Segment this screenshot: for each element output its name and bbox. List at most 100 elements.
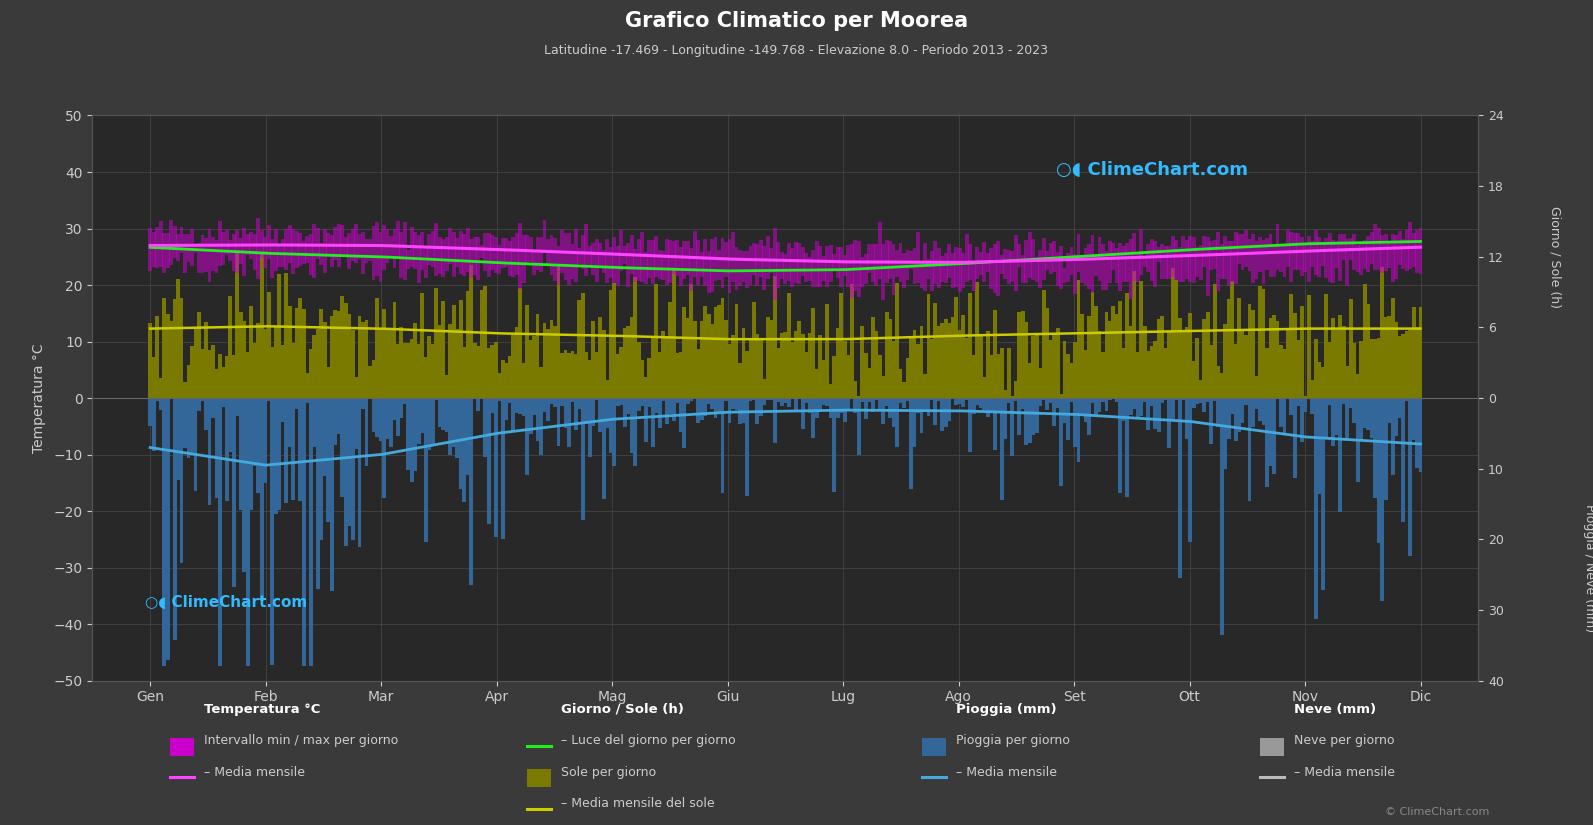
Bar [1230, 280, 1235, 398]
Bar [487, 398, 491, 524]
Bar [1380, 267, 1384, 398]
Bar [682, 242, 687, 279]
Bar [1192, 361, 1196, 398]
Bar [452, 232, 456, 277]
Bar [1373, 339, 1376, 398]
Bar [940, 398, 945, 431]
Bar [288, 306, 292, 398]
Bar [1150, 346, 1153, 398]
Bar [758, 240, 763, 277]
Bar [605, 239, 609, 284]
Text: Giorno / Sole (h): Giorno / Sole (h) [1548, 205, 1561, 308]
Bar [857, 396, 860, 398]
Bar [529, 340, 532, 398]
Bar [1391, 299, 1394, 398]
Bar [710, 398, 714, 409]
Bar [860, 398, 863, 402]
Bar [1080, 398, 1083, 415]
Bar [1094, 398, 1098, 417]
Bar [1063, 398, 1066, 422]
Bar [591, 398, 596, 427]
Bar [714, 398, 717, 418]
Bar [1341, 327, 1346, 398]
Bar [1056, 328, 1059, 398]
Bar [221, 398, 225, 407]
Bar [769, 320, 773, 398]
Bar [816, 241, 819, 287]
Bar [166, 398, 169, 660]
Bar [1004, 249, 1007, 280]
Bar [1004, 390, 1007, 398]
Bar [292, 398, 295, 500]
Bar [1048, 243, 1053, 274]
Bar [710, 323, 714, 398]
Bar [699, 398, 704, 420]
Bar [843, 256, 846, 276]
Bar [1013, 235, 1018, 291]
Bar [362, 233, 365, 275]
Bar [725, 398, 728, 401]
Bar [253, 234, 256, 271]
Bar [828, 384, 833, 398]
Bar [284, 273, 288, 398]
Bar [444, 375, 449, 398]
Bar [612, 398, 616, 466]
Bar [344, 304, 347, 398]
Bar [1223, 237, 1227, 280]
Bar [553, 326, 558, 398]
Bar [526, 305, 529, 398]
Bar [1091, 292, 1094, 398]
Bar [623, 328, 626, 398]
Bar [1000, 256, 1004, 274]
Y-axis label: Temperatura °C: Temperatura °C [32, 343, 46, 453]
Bar [1121, 398, 1126, 421]
Bar [521, 398, 526, 416]
Bar [1238, 234, 1241, 265]
Bar [1388, 241, 1391, 268]
Bar [1000, 398, 1004, 500]
Bar [1010, 252, 1015, 282]
Bar [1115, 398, 1118, 402]
Bar [922, 374, 927, 398]
Bar [819, 398, 822, 412]
Bar [682, 307, 687, 398]
Bar [752, 398, 755, 400]
Bar [884, 398, 889, 406]
Bar [389, 236, 393, 258]
Bar [333, 227, 338, 260]
Bar [1104, 398, 1109, 411]
Bar [1118, 243, 1123, 291]
Bar [207, 398, 212, 505]
Bar [529, 237, 532, 262]
Bar [948, 398, 951, 422]
Bar [1109, 321, 1112, 398]
Bar [564, 233, 567, 280]
Bar [159, 398, 162, 410]
Bar [333, 309, 338, 398]
Bar [456, 238, 459, 267]
Bar [1147, 351, 1150, 398]
Bar [260, 230, 264, 257]
Bar [392, 398, 397, 420]
Text: Neve per giorno: Neve per giorno [1294, 734, 1394, 747]
Bar [435, 288, 438, 398]
Text: Giorno / Sole (h): Giorno / Sole (h) [561, 703, 683, 716]
Bar [652, 398, 655, 446]
Bar [242, 321, 247, 398]
Bar [749, 398, 752, 401]
Bar [427, 336, 432, 398]
Bar [280, 239, 285, 266]
Bar [400, 398, 403, 418]
Bar [975, 398, 980, 405]
Bar [1101, 244, 1106, 290]
Bar [1276, 322, 1279, 398]
Bar [898, 243, 903, 282]
Bar [1168, 398, 1171, 448]
Text: Pioggia / Neve (mm): Pioggia / Neve (mm) [1583, 503, 1593, 632]
Bar [1215, 398, 1220, 427]
Bar [535, 398, 540, 441]
Text: – Media mensile: – Media mensile [956, 766, 1056, 779]
Bar [535, 237, 540, 270]
Bar [1244, 230, 1247, 267]
Bar [210, 346, 215, 398]
